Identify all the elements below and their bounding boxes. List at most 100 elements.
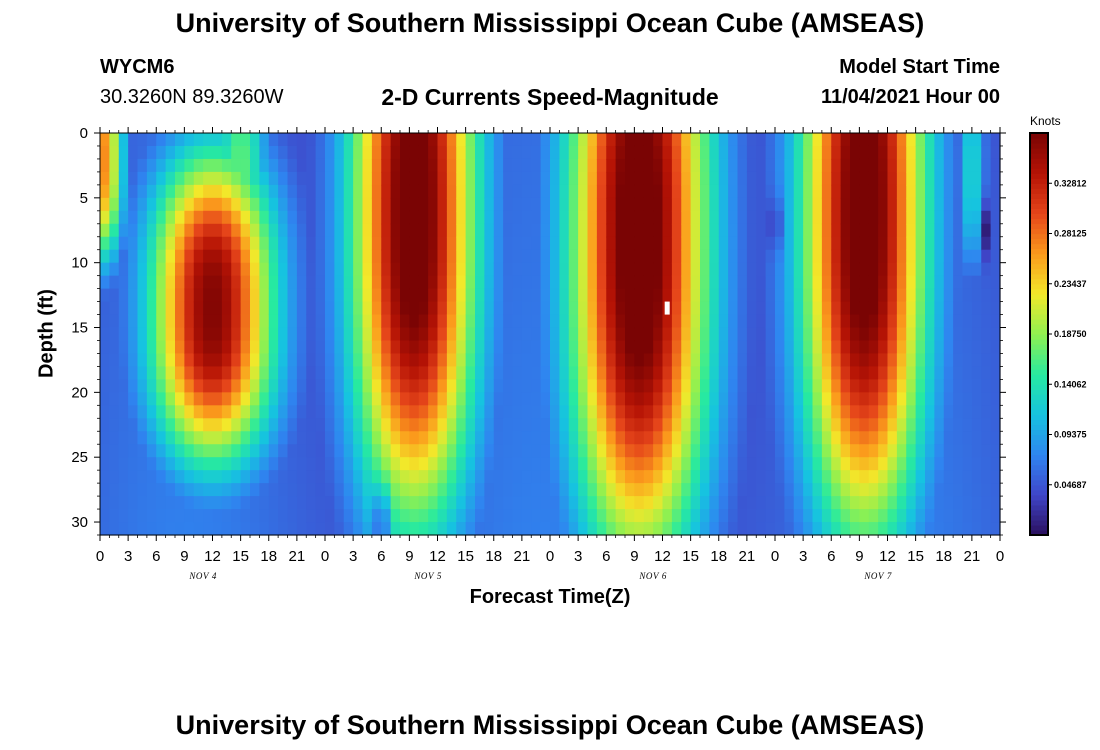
heatmap-cell xyxy=(334,340,345,355)
heatmap-cell xyxy=(568,509,579,523)
heatmap-cell xyxy=(803,431,814,445)
heatmap-cell xyxy=(325,171,335,186)
heatmap-cell xyxy=(606,158,617,173)
heatmap-cell xyxy=(371,457,382,471)
heatmap-cell xyxy=(118,392,129,406)
colorbar-segment xyxy=(1030,183,1048,189)
heatmap-cell xyxy=(240,249,251,264)
heatmap-cell xyxy=(971,171,982,186)
heatmap-cell xyxy=(503,379,514,393)
heatmap-cell xyxy=(231,366,242,380)
heatmap-cell xyxy=(700,288,710,303)
heatmap-cell xyxy=(775,145,785,160)
heatmap-cell xyxy=(990,275,1001,290)
heatmap-cell xyxy=(137,249,148,264)
heatmap-cell xyxy=(681,509,692,523)
heatmap-cell xyxy=(390,236,401,251)
heatmap-cell xyxy=(850,171,860,186)
heatmap-cell xyxy=(887,197,898,212)
heatmap-cell xyxy=(371,379,382,393)
y-tick-label: 15 xyxy=(71,320,88,337)
colorbar-segment xyxy=(1030,198,1048,204)
heatmap-cell xyxy=(446,301,457,316)
heatmap-cell xyxy=(925,301,935,316)
heatmap-cell xyxy=(643,431,654,445)
colorbar-segment xyxy=(1030,303,1048,310)
heatmap-cell xyxy=(278,496,289,510)
heatmap-cell xyxy=(175,379,185,393)
heatmap-cell xyxy=(803,145,814,160)
heatmap-cell xyxy=(540,392,551,406)
heatmap-cell xyxy=(146,262,157,277)
heatmap-cell xyxy=(306,275,317,290)
heatmap-cell xyxy=(896,145,907,160)
heatmap-cell xyxy=(475,366,485,380)
heatmap-cell xyxy=(615,236,626,251)
heatmap-cell xyxy=(934,353,945,368)
heatmap-cell xyxy=(746,353,757,368)
heatmap-cell xyxy=(625,392,635,406)
heatmap-cell xyxy=(512,314,523,329)
heatmap-cell xyxy=(465,301,476,316)
heatmap-cell xyxy=(118,405,129,419)
heatmap-cell xyxy=(784,522,795,536)
heatmap-cell xyxy=(831,223,842,238)
heatmap-cell xyxy=(456,483,467,497)
heatmap-cell xyxy=(437,353,448,368)
heatmap-cell xyxy=(990,223,1001,238)
heatmap-cell xyxy=(512,249,523,264)
heatmap-cell xyxy=(446,431,457,445)
heatmap-cell xyxy=(362,197,373,212)
heatmap-cell xyxy=(728,236,739,251)
heatmap-cell xyxy=(943,210,954,225)
y-tick-label: 0 xyxy=(80,125,88,142)
heatmap-cell xyxy=(371,483,382,497)
heatmap-cell xyxy=(962,353,973,368)
heatmap-cell xyxy=(137,327,148,342)
heatmap-cell xyxy=(287,366,298,380)
heatmap-cell xyxy=(390,262,401,277)
heatmap-cell xyxy=(812,262,823,277)
heatmap-cell xyxy=(840,522,851,536)
heatmap-cell xyxy=(596,236,607,251)
heatmap-cell xyxy=(953,249,964,264)
heatmap-cell xyxy=(550,483,560,497)
heatmap-cell xyxy=(559,379,570,393)
heatmap-cell xyxy=(231,340,242,355)
heatmap-cell xyxy=(775,301,785,316)
heatmap-cell xyxy=(465,457,476,471)
heatmap-cell xyxy=(484,340,495,355)
heatmap-cell xyxy=(671,392,682,406)
heatmap-cell xyxy=(850,210,860,225)
heatmap-cell xyxy=(137,470,148,484)
heatmap-cell xyxy=(540,133,551,147)
heatmap-cell xyxy=(428,133,439,147)
heatmap-cell xyxy=(100,158,110,173)
heatmap-cell xyxy=(362,288,373,303)
heatmap-cell xyxy=(981,470,992,484)
heatmap-cell xyxy=(756,197,767,212)
heatmap-cell xyxy=(109,340,120,355)
heatmap-cell xyxy=(540,327,551,342)
heatmap-cell xyxy=(925,145,935,160)
heatmap-cell xyxy=(625,262,635,277)
heatmap-cell xyxy=(821,275,832,290)
heatmap-cell xyxy=(165,353,176,368)
heatmap-cell xyxy=(943,197,954,212)
heatmap-cell xyxy=(737,470,748,484)
heatmap-cell xyxy=(240,262,251,277)
heatmap-cell xyxy=(775,133,785,147)
heatmap-cell xyxy=(484,405,495,419)
heatmap-cell xyxy=(484,158,495,173)
heatmap-cell xyxy=(353,418,364,432)
heatmap-cell xyxy=(578,340,589,355)
heatmap-cell xyxy=(268,145,279,160)
heatmap-cell xyxy=(606,249,617,264)
heatmap-cell xyxy=(737,314,748,329)
heatmap-cell xyxy=(437,379,448,393)
heatmap-cell xyxy=(484,353,495,368)
heatmap-cell xyxy=(203,158,214,173)
heatmap-cell xyxy=(662,431,673,445)
heatmap-cell xyxy=(100,496,110,510)
heatmap-cell xyxy=(175,145,185,160)
